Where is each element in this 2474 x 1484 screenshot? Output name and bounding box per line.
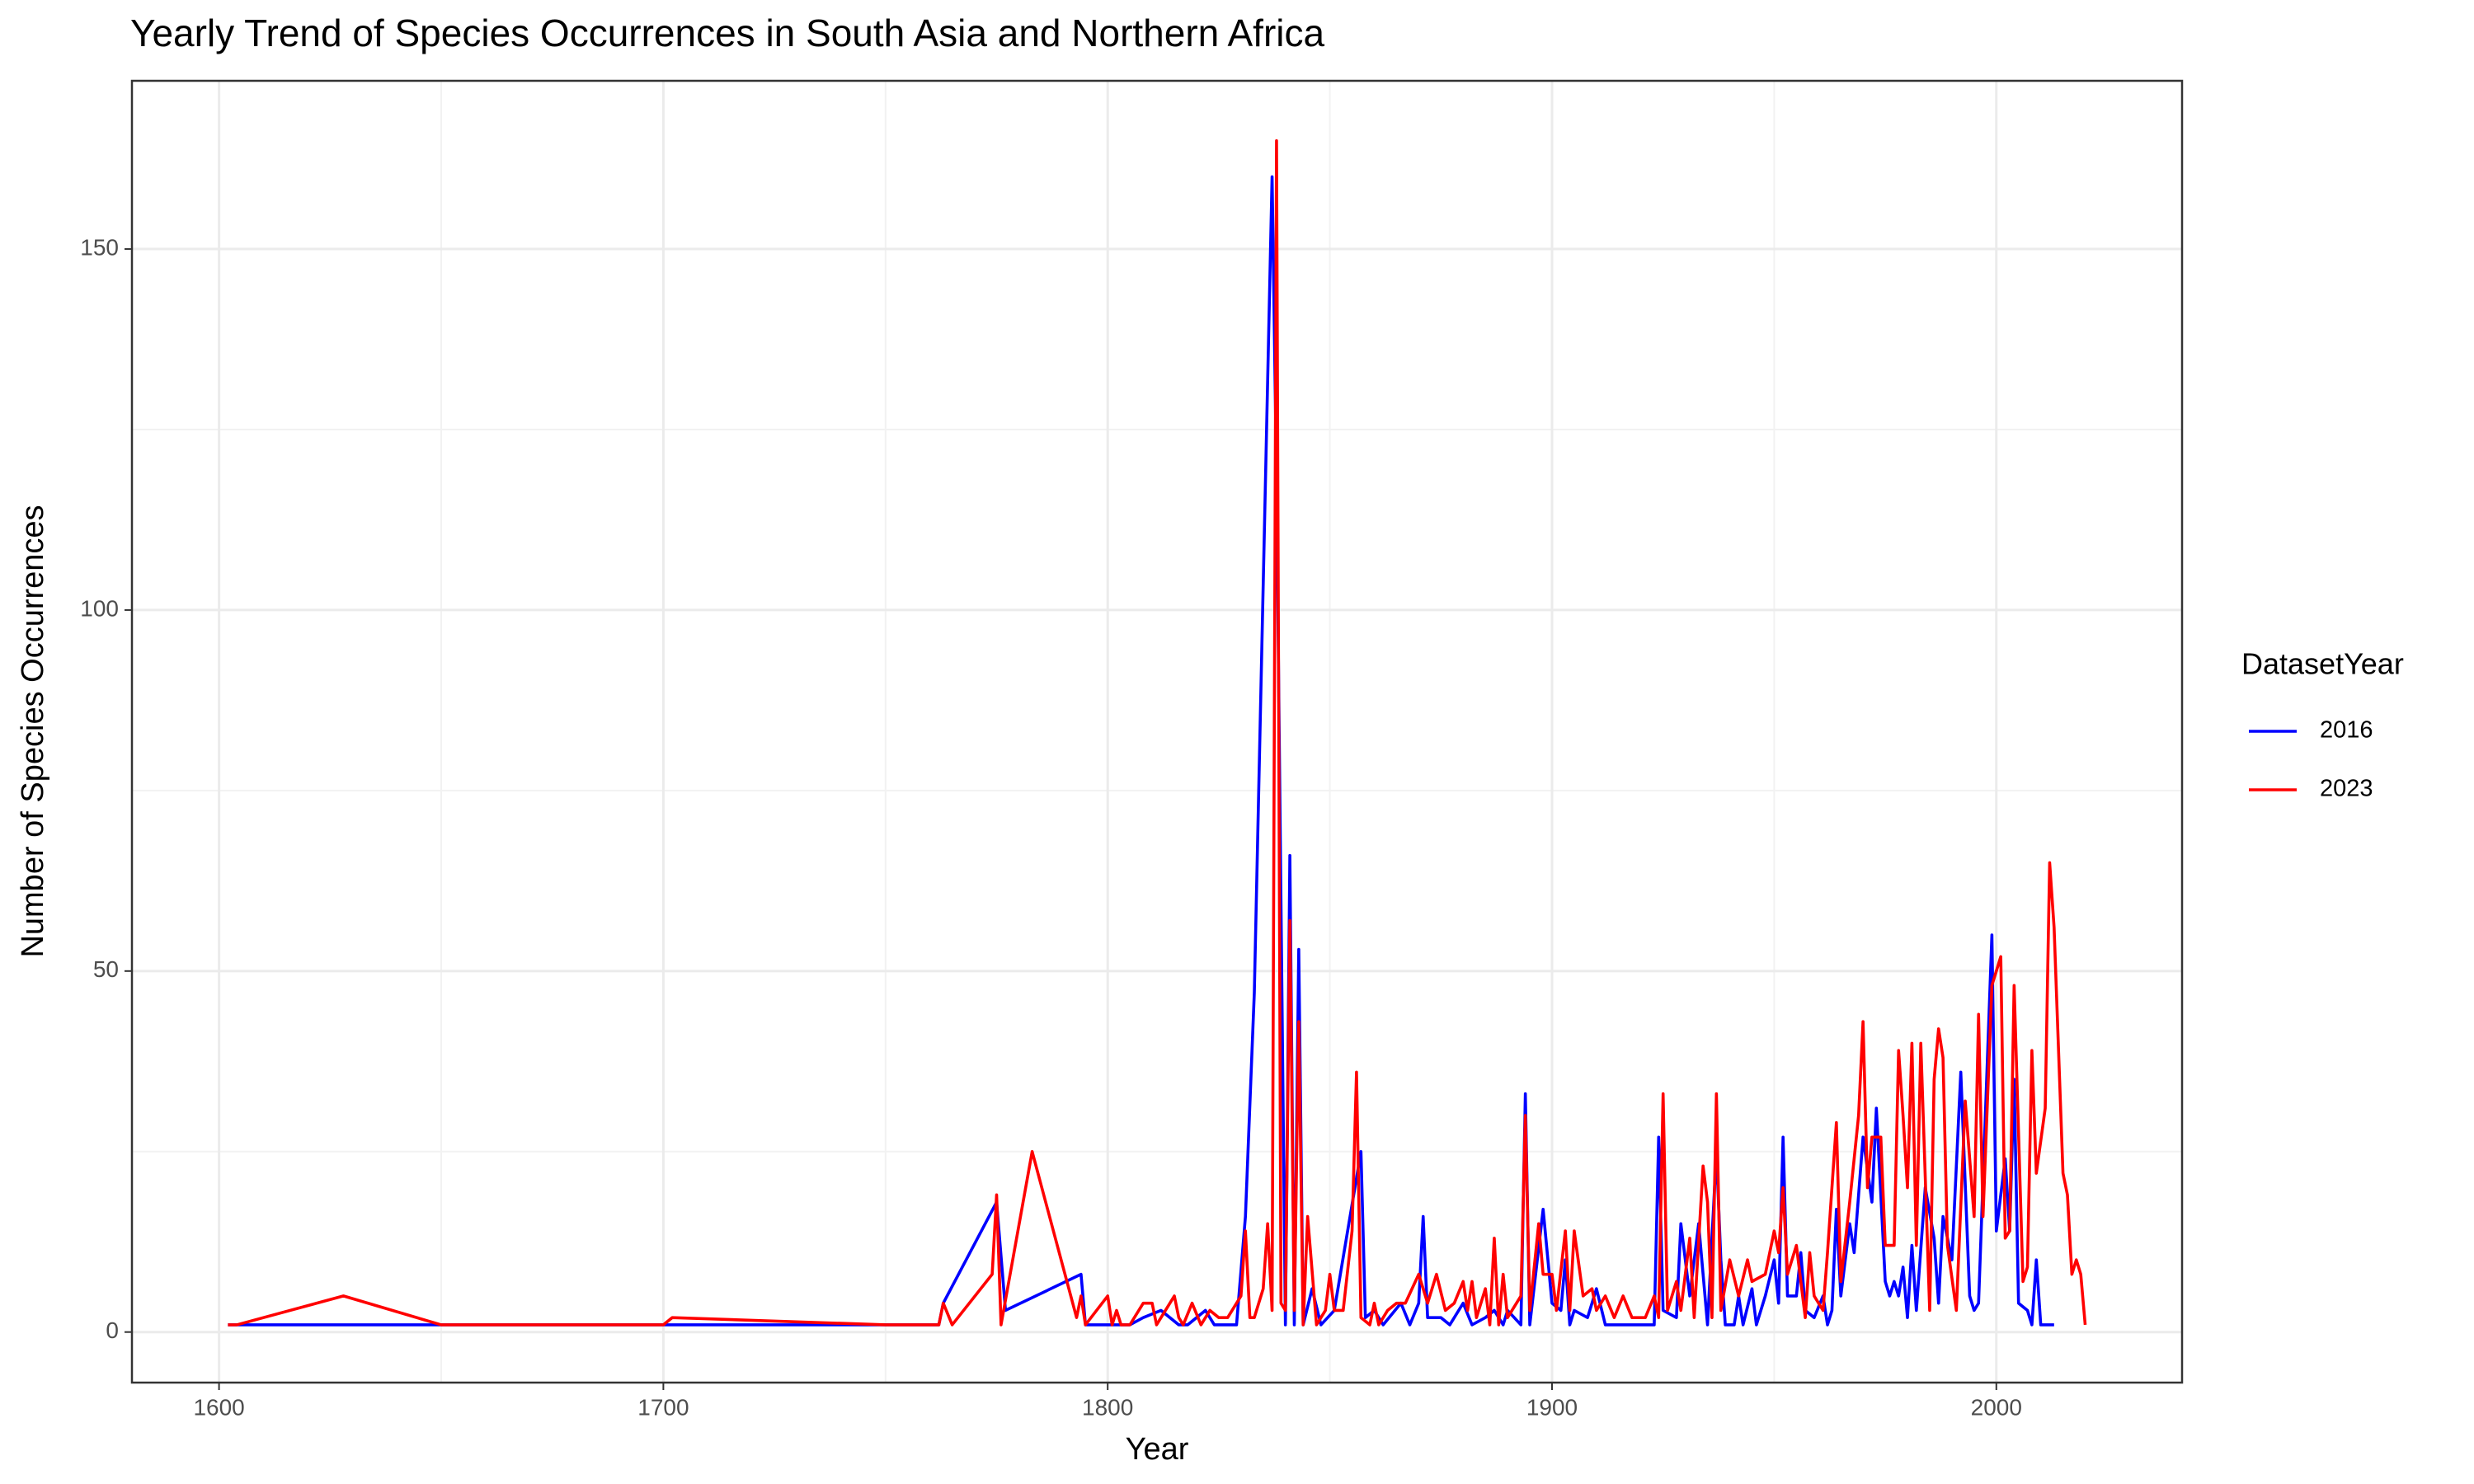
chart-title: Yearly Trend of Species Occurrences in S… — [130, 12, 1324, 54]
y-tick-label: 150 — [80, 234, 119, 260]
x-tick-label: 1700 — [637, 1394, 689, 1420]
y-axis-title: Number of Species Occurrences — [16, 505, 50, 957]
y-tick-label: 100 — [80, 595, 119, 621]
legend-label: 2016 — [2320, 717, 2373, 744]
x-tick-label: 2000 — [1971, 1394, 2022, 1420]
data-line — [228, 175, 2054, 1327]
plot-border — [130, 79, 2184, 1384]
x-tick-label: 1600 — [193, 1394, 244, 1420]
legend-label: 2023 — [2320, 776, 2373, 802]
x-tick-label: 1800 — [1082, 1394, 1133, 1420]
y-tick-label: 50 — [93, 956, 119, 982]
legend-title: DatasetYear — [2241, 647, 2404, 681]
y-tick-label: 0 — [106, 1317, 119, 1343]
x-axis-title: Year — [1126, 1432, 1189, 1467]
x-tick-label: 1900 — [1526, 1394, 1578, 1420]
data-line — [228, 139, 2087, 1327]
